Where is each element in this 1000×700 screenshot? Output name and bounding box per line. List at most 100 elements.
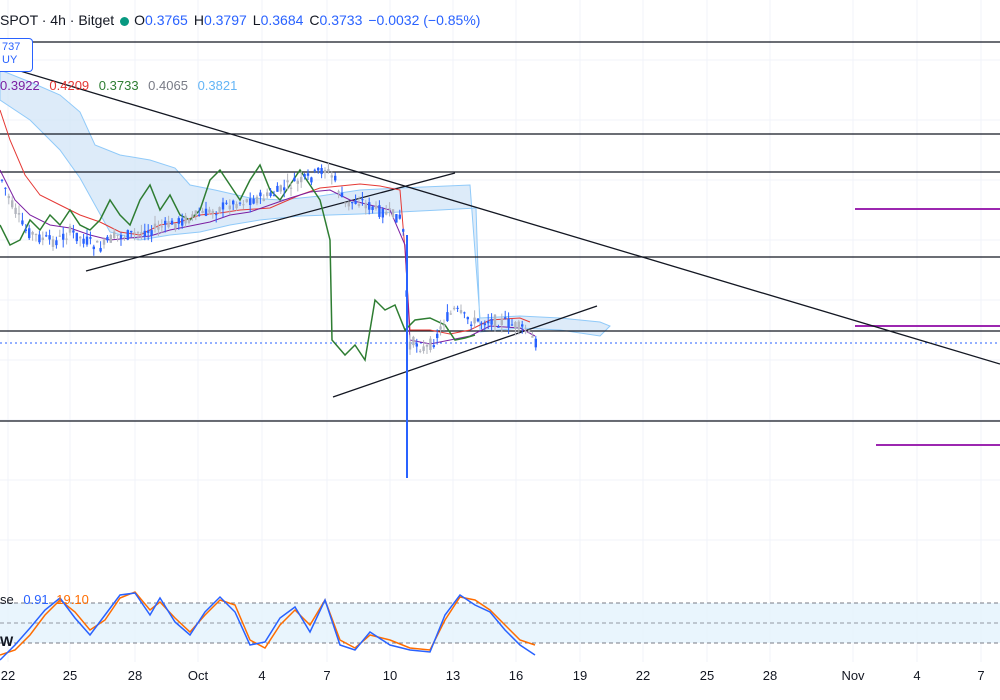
candle-body xyxy=(300,176,303,183)
candle-body xyxy=(395,214,398,223)
candle-body xyxy=(408,341,412,350)
candle-body xyxy=(330,175,333,178)
candle-body xyxy=(153,223,157,229)
candle-body xyxy=(235,203,238,209)
candle-body xyxy=(527,330,531,333)
candle-body xyxy=(303,174,306,177)
candle-body xyxy=(361,199,364,201)
candle-body xyxy=(429,338,432,350)
candle-body xyxy=(534,338,537,348)
candle-body xyxy=(463,312,466,314)
candle-body xyxy=(524,330,527,332)
candle-body xyxy=(21,220,24,225)
candle-body xyxy=(357,203,361,206)
stoch-d-value: 19.10 xyxy=(56,592,89,607)
candle-body xyxy=(334,175,337,181)
candle-body xyxy=(320,168,323,175)
candle-body xyxy=(449,313,452,315)
purple-levels[interactable] xyxy=(855,208,1000,446)
candle-body xyxy=(517,321,520,330)
ichimoku-value-3: 0.4065 xyxy=(148,78,188,93)
candle-body xyxy=(514,322,517,329)
candle-body xyxy=(28,228,31,239)
candle-body xyxy=(99,247,102,252)
candle-body xyxy=(232,200,235,205)
candle-body xyxy=(368,202,371,210)
candle-body xyxy=(500,318,503,326)
candle-body xyxy=(504,317,507,319)
candle-body xyxy=(289,187,293,189)
x-tick-label: 4 xyxy=(913,668,921,683)
candlesticks[interactable] xyxy=(0,162,537,478)
candle-body xyxy=(113,231,116,239)
candle-body xyxy=(317,167,320,171)
candle-body xyxy=(470,324,473,326)
candle-body xyxy=(157,226,160,230)
candle-body xyxy=(354,200,357,204)
stoch-legend[interactable]: se 0.91 19.10 xyxy=(0,592,89,607)
candle-body xyxy=(473,317,476,324)
x-tick-label: 13 xyxy=(445,668,461,683)
candle-body xyxy=(218,207,221,212)
candle-body xyxy=(106,236,109,241)
candle-body xyxy=(34,234,38,236)
candle-body xyxy=(136,232,140,234)
candle-body xyxy=(194,210,197,215)
candle-body xyxy=(4,187,7,189)
candle-body xyxy=(487,321,490,324)
candle-body xyxy=(425,344,429,347)
symbol-label[interactable]: SPOT · 4h · Bitget xyxy=(0,12,115,28)
horizontal-levels[interactable] xyxy=(0,41,1000,422)
time-axis[interactable]: 22 25 28 Oct 4 7 10 13 16 19 22 25 28 Nov 4 7 xyxy=(0,668,1000,688)
ichimoku-cloud xyxy=(0,69,611,337)
candle-body xyxy=(419,350,422,352)
x-tick-label: 28 xyxy=(762,668,778,683)
candle-body xyxy=(133,232,136,234)
ichimoku-base-line xyxy=(0,109,531,335)
candle-body xyxy=(221,202,225,210)
x-tick-label: 25 xyxy=(62,668,78,683)
candle-body xyxy=(378,205,381,217)
candle-body xyxy=(371,206,374,210)
candle-body xyxy=(412,336,415,346)
candle-body xyxy=(507,318,510,328)
open-value: 0.3765 xyxy=(145,12,188,28)
candle-body xyxy=(262,198,265,202)
candle-body xyxy=(456,307,459,309)
candle-body xyxy=(198,214,201,216)
candle-body xyxy=(272,194,276,196)
candle-body xyxy=(402,229,405,232)
candle-body xyxy=(453,307,456,310)
ichimoku-legend[interactable]: 0.3922 0.4209 0.3733 0.4065 0.3821 xyxy=(0,78,243,93)
candle-body xyxy=(170,220,174,225)
ichimoku-value-0: 0.3922 xyxy=(0,78,40,93)
ichimoku-value-4: 0.3821 xyxy=(197,78,238,93)
candle-body xyxy=(85,236,89,245)
candle-body xyxy=(283,187,286,191)
candle-body xyxy=(140,232,143,235)
candle-body xyxy=(68,226,72,233)
candle-body xyxy=(252,198,255,204)
trend-lines[interactable] xyxy=(0,64,1000,398)
change-value: −0.0032 (−0.85%) xyxy=(368,12,481,28)
candle-body xyxy=(466,317,469,320)
candle-body xyxy=(45,235,48,237)
x-tick-label: 28 xyxy=(127,668,143,683)
candle-body xyxy=(48,235,51,240)
x-tick-label: 22 xyxy=(0,668,16,683)
candle-body xyxy=(436,333,439,339)
x-tick-label: 19 xyxy=(572,668,588,683)
candle-body xyxy=(510,324,514,326)
candle-body xyxy=(286,180,289,183)
candle-body xyxy=(476,318,480,322)
candle-body xyxy=(211,210,214,214)
candle-body xyxy=(55,240,58,246)
price-badge[interactable]: 737 UY xyxy=(0,38,33,72)
close-value: 0.3733 xyxy=(319,12,363,28)
ichimoku-value-1: 0.4209 xyxy=(49,78,90,93)
candle-body xyxy=(228,205,231,210)
candle-body xyxy=(225,202,228,204)
candle-body xyxy=(160,226,163,228)
candle-body xyxy=(89,237,92,239)
